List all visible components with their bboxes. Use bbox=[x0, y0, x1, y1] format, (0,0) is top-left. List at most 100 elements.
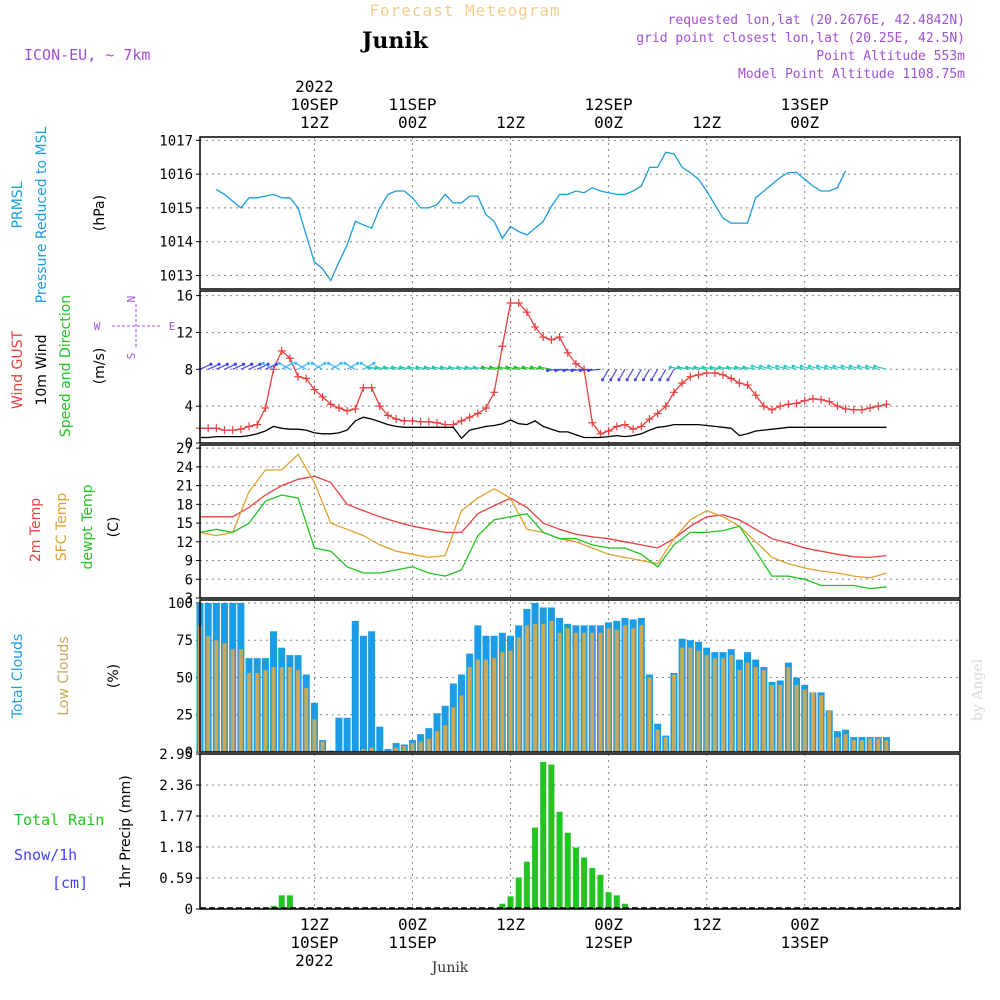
wind-arrow-0 bbox=[314, 362, 326, 370]
bottom-date-1: 11SEP bbox=[388, 933, 436, 952]
wind-arrow-head--2 bbox=[306, 361, 311, 365]
wind-arrow-5 bbox=[344, 362, 356, 370]
label-2m-temp: 2m Temp bbox=[28, 498, 44, 562]
wind-arrow-head-44 bbox=[666, 378, 670, 382]
ytick-label-temperature-3: 12 bbox=[176, 535, 193, 551]
bar-low-cloud-75 bbox=[810, 692, 815, 752]
gust-marker-33 bbox=[465, 413, 474, 422]
bar-low-cloud-77 bbox=[827, 710, 832, 752]
wind-arrow-66 bbox=[842, 365, 854, 370]
bottom-date-5: 13SEP bbox=[781, 933, 829, 952]
bar-low-cloud-80 bbox=[851, 740, 856, 752]
label-total-clouds: Total Clouds bbox=[10, 634, 26, 719]
wind-arrow-27 bbox=[523, 366, 536, 370]
wind-arrow-36 bbox=[602, 369, 610, 380]
wind-arrow-4 bbox=[346, 362, 358, 370]
wind-arrow-58 bbox=[776, 365, 789, 370]
gust-marker-41 bbox=[531, 322, 540, 331]
bar-low-cloud-66 bbox=[737, 670, 742, 752]
top-hour-5: 00Z bbox=[790, 113, 819, 132]
ytick-label-temperature-8: 27 bbox=[176, 441, 193, 457]
wind-arrow--4 bbox=[281, 362, 293, 370]
wind-arrow-head-13 bbox=[407, 365, 411, 369]
top-date-3: 12SEP bbox=[585, 95, 633, 114]
gust-marker-77 bbox=[825, 397, 834, 406]
ytick-label-pressure-1: 1014 bbox=[159, 235, 193, 251]
series-line-temperature-0 bbox=[200, 475, 887, 559]
wind-arrow--12 bbox=[216, 363, 228, 370]
wind-arrow-head--13 bbox=[217, 362, 221, 366]
wind-arrow-head-65 bbox=[832, 364, 836, 368]
bar-low-cloud-53 bbox=[631, 628, 636, 752]
ytick-label-temperature-1: 6 bbox=[185, 572, 193, 588]
gust-marker-58 bbox=[669, 388, 678, 397]
wind-arrow-head-36 bbox=[601, 378, 605, 382]
bar-low-cloud-65 bbox=[729, 655, 734, 752]
wind-arrow-head--1 bbox=[294, 361, 298, 365]
bar-low-cloud-51 bbox=[614, 629, 619, 752]
ytick-label-clouds-1: 25 bbox=[176, 708, 193, 724]
top-hour-2: 12Z bbox=[496, 113, 525, 132]
label-precip-mm: 1hr Precip (mm) bbox=[118, 775, 134, 888]
compass-cross bbox=[112, 304, 160, 348]
bottom-hour-0: 12Z bbox=[300, 915, 329, 934]
bar-low-cloud-25 bbox=[402, 746, 407, 752]
gust-marker-51 bbox=[612, 422, 621, 431]
wind-arrow-head-4 bbox=[355, 361, 360, 365]
wind-arrow-head-8 bbox=[366, 365, 370, 369]
gust-marker-4 bbox=[228, 426, 237, 435]
bar-low-cloud-59 bbox=[680, 647, 685, 752]
wind-arrow-head-62 bbox=[807, 364, 812, 368]
panel-precip bbox=[196, 753, 961, 910]
wind-arrow--11 bbox=[224, 363, 236, 370]
bar-low-cloud-32 bbox=[459, 695, 464, 752]
gust-marker-42 bbox=[539, 333, 548, 342]
bar-low-cloud-64 bbox=[721, 658, 726, 752]
wind-arrow--3 bbox=[279, 362, 291, 370]
bar-low-cloud-40 bbox=[524, 625, 529, 752]
wind-arrow-41 bbox=[642, 369, 650, 380]
gust-marker-23 bbox=[383, 411, 392, 420]
bar-rain-38 bbox=[507, 896, 514, 909]
bar-low-cloud-42 bbox=[541, 623, 546, 752]
bar-low-cloud-35 bbox=[484, 659, 489, 752]
panel-frame-precip bbox=[199, 753, 961, 910]
bar-low-cloud-34 bbox=[475, 659, 480, 752]
bottom-date-0: 10SEP bbox=[290, 933, 338, 952]
gust-marker-19 bbox=[351, 404, 360, 413]
wind-arrow-21 bbox=[474, 366, 487, 370]
wind-arrow-1 bbox=[311, 362, 323, 370]
wind-arrow-head-20 bbox=[464, 365, 468, 369]
ytick-label-temperature-6: 21 bbox=[176, 479, 193, 495]
bottom-hour-4: 12Z bbox=[692, 915, 721, 934]
wind-arrow-67 bbox=[850, 365, 863, 370]
wind-arrow-head-29 bbox=[537, 365, 542, 369]
wind-arrow-39 bbox=[626, 369, 634, 380]
wind-arrow-head-19 bbox=[456, 365, 460, 369]
gust-marker-27 bbox=[416, 417, 425, 426]
top-hour-1: 00Z bbox=[398, 113, 427, 132]
wind-arrow-60 bbox=[792, 365, 805, 370]
bar-low-cloud-63 bbox=[712, 658, 717, 752]
panel-temperature bbox=[196, 444, 961, 599]
gust-marker-35 bbox=[482, 403, 491, 412]
wind-arrow--8 bbox=[248, 363, 261, 370]
wind-arrow-34 bbox=[580, 368, 593, 371]
model-label: ICON-EU, ~ 7km bbox=[24, 46, 150, 64]
gust-marker-14 bbox=[310, 385, 319, 394]
top-hour-0: 12Z bbox=[300, 113, 329, 132]
wind-arrow-head-56 bbox=[758, 364, 763, 368]
gust-marker-49 bbox=[596, 429, 605, 438]
wind-arrow-70 bbox=[874, 365, 887, 370]
gust-marker-63 bbox=[710, 368, 719, 377]
wind-arrow-29 bbox=[539, 366, 552, 370]
plot-area: 1013 1014 1015 1016 1017 0 4 8 12 16 3 6 9 12 15 18 21 24… bbox=[10, 77, 961, 970]
ytick-label-precip-1: 0.59 bbox=[159, 871, 193, 887]
wind-arrow-13 bbox=[408, 366, 421, 370]
compass-n: N bbox=[125, 296, 138, 303]
label-speed-direction: Speed and Direction bbox=[58, 295, 74, 437]
wind-arrow-head-18 bbox=[448, 365, 452, 369]
wind-arrow-10 bbox=[384, 366, 397, 370]
series-line-temperature-1 bbox=[199, 453, 887, 579]
